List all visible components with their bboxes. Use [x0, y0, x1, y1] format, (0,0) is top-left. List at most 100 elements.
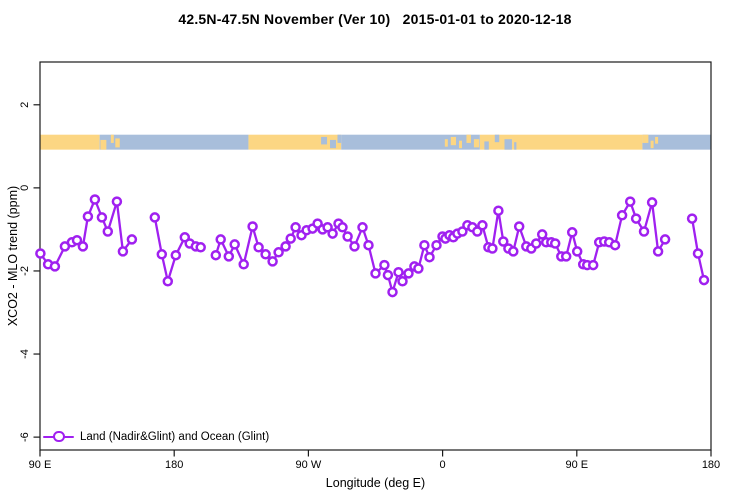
- legend-series-marker-icon: [43, 430, 74, 444]
- map-strip-segment-land: [40, 134, 100, 150]
- data-point: [357, 222, 368, 233]
- plot-border: [39, 61, 712, 451]
- data-point: [327, 228, 338, 239]
- data-point: [370, 268, 381, 279]
- map-strip-segment-land: [479, 134, 643, 150]
- data-point: [77, 241, 89, 252]
- data-point: [349, 241, 360, 252]
- data-point: [162, 276, 174, 287]
- data-point: [229, 239, 240, 250]
- data-point: [337, 222, 348, 233]
- data-point: [403, 268, 414, 279]
- data-point: [82, 211, 94, 222]
- map-strip-patch-land: [655, 136, 659, 144]
- data-point: [363, 239, 374, 251]
- trend-line-segment: [39, 198, 134, 268]
- data-point: [560, 251, 572, 262]
- map-strip-patch-ocean: [484, 141, 489, 150]
- map-strip-patch-land: [444, 139, 448, 147]
- data-point: [223, 251, 235, 262]
- data-point: [290, 222, 301, 233]
- data-point: [508, 246, 519, 257]
- data-point: [493, 205, 504, 216]
- data-point: [536, 229, 548, 240]
- map-strip-patch-land: [642, 134, 649, 143]
- data-point: [247, 221, 258, 232]
- data-point: [419, 239, 430, 251]
- legend: Land (Nadir&Glint) and Ocean (Glint): [43, 428, 269, 446]
- data-point: [692, 248, 704, 259]
- data-point: [566, 227, 578, 238]
- data-point: [238, 259, 249, 270]
- data-point: [652, 246, 664, 257]
- map-strip-patch-land: [450, 136, 457, 146]
- data-point: [487, 243, 498, 254]
- data-point: [424, 251, 435, 263]
- data-point: [616, 210, 628, 221]
- data-point: [387, 286, 398, 298]
- data-point: [215, 234, 226, 245]
- data-point: [170, 249, 182, 261]
- y-tick-label: -6: [19, 432, 31, 442]
- data-point: [393, 266, 404, 278]
- data-point: [659, 234, 671, 245]
- data-point: [431, 239, 442, 251]
- map-strip-patch-land: [115, 138, 120, 148]
- map-strip-patch-ocean: [330, 139, 336, 149]
- x-tick-label: 0: [440, 459, 446, 471]
- y-axis-label: XCO2 - MLO trend (ppm): [6, 185, 20, 327]
- data-point: [698, 274, 710, 286]
- data-point: [49, 261, 61, 272]
- data-point: [397, 276, 408, 287]
- data-point: [111, 196, 123, 207]
- x-tick-label: 180: [165, 459, 183, 471]
- map-strip-patch-land: [110, 134, 114, 143]
- data-point: [342, 231, 353, 242]
- map-strip-patch-ocean: [514, 142, 517, 150]
- map-strip-patch-ocean: [494, 134, 500, 143]
- data-point: [638, 226, 650, 237]
- data-point: [273, 247, 284, 258]
- data-point: [117, 246, 129, 257]
- data-point: [498, 236, 509, 247]
- x-tick-label: 90 E: [565, 459, 588, 471]
- legend-label: Land (Nadir&Glint) and Ocean (Glint): [80, 431, 270, 443]
- legend-circle-icon: [53, 430, 65, 443]
- data-point: [253, 242, 264, 253]
- data-point: [126, 234, 138, 245]
- x-tick-label: 90 E: [29, 459, 52, 471]
- map-strip-patch-land: [650, 140, 654, 149]
- data-point: [260, 249, 271, 260]
- x-axis-label: Longitude (deg E): [325, 476, 426, 490]
- y-tick-label: 0: [19, 185, 31, 191]
- data-point: [280, 241, 291, 252]
- map-strip-segment-land: [248, 134, 342, 150]
- data-point: [571, 246, 583, 257]
- data-point: [35, 248, 46, 259]
- data-point: [549, 238, 561, 249]
- data-point: [513, 221, 525, 232]
- data-point: [686, 213, 698, 224]
- map-strip-patch-land: [100, 139, 107, 150]
- data-point: [587, 259, 599, 271]
- data-point: [89, 194, 101, 205]
- data-point: [630, 213, 642, 224]
- data-point: [195, 242, 206, 253]
- data-point: [96, 212, 108, 223]
- x-tick-label: 180: [702, 459, 720, 471]
- map-strip-patch-ocean: [321, 136, 328, 145]
- data-point: [530, 238, 542, 249]
- map-strip-patch-ocean: [504, 139, 512, 150]
- map-strip-segment-ocean: [642, 134, 711, 150]
- y-tick-label: 2: [19, 102, 31, 108]
- data-point: [267, 256, 278, 267]
- x-tick-label: 90 W: [296, 459, 322, 471]
- chart-title: 42.5N-47.5N November (Ver 10) 2015-01-01…: [178, 11, 572, 27]
- map-strip-segment-ocean: [99, 134, 249, 150]
- data-point: [71, 234, 83, 246]
- data-point: [646, 197, 658, 208]
- y-tick-label: -2: [19, 266, 31, 276]
- data-point: [210, 249, 222, 261]
